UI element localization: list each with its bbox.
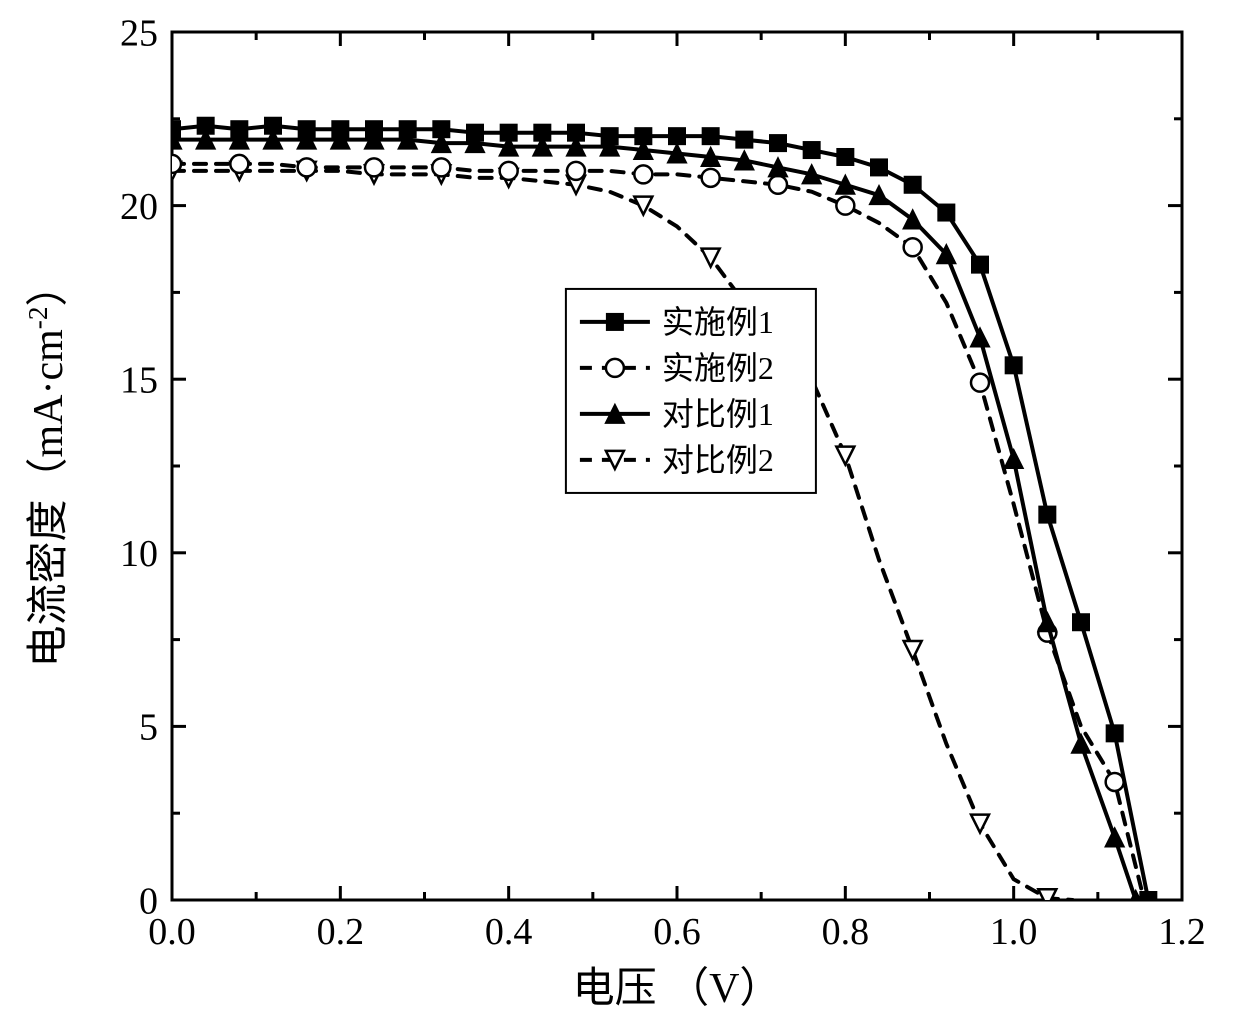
- y-tick-label: 15: [120, 360, 158, 402]
- x-tick-label: 1.2: [1158, 911, 1206, 953]
- legend-label: 实施例2: [662, 350, 774, 386]
- legend-label: 对比例2: [662, 442, 774, 478]
- legend-label: 实施例1: [662, 304, 774, 340]
- x-tick-label: 0.4: [485, 911, 533, 953]
- x-tick-label: 1.0: [990, 911, 1038, 953]
- y-tick-label: 0: [139, 880, 158, 922]
- x-tick-label: 0.2: [317, 911, 365, 953]
- y-tick-label: 10: [120, 533, 158, 575]
- legend: 实施例1 实施例2 对比例1 对比例2: [566, 289, 816, 493]
- y-tick-label: 5: [139, 707, 158, 749]
- x-tick-label: 0.8: [822, 911, 870, 953]
- x-tick-label: 0.6: [653, 911, 701, 953]
- y-tick-label: 25: [120, 12, 158, 54]
- legend-label: 对比例1: [662, 396, 774, 432]
- jv-curve-chart: 0.00.20.40.60.81.01.20510152025电压 （V）电流密…: [0, 0, 1240, 1029]
- x-axis-title: 电压 （V）: [573, 966, 782, 1012]
- y-tick-label: 20: [120, 186, 158, 228]
